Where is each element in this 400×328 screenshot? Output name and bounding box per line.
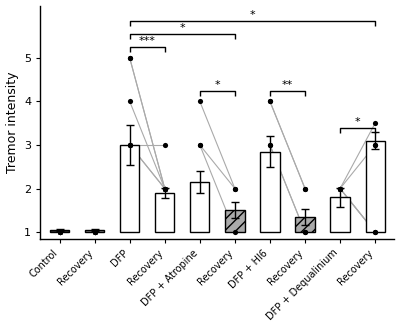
Point — [126, 55, 133, 60]
Point — [337, 186, 343, 191]
Bar — [330, 197, 350, 232]
Bar — [50, 230, 69, 232]
Bar — [85, 230, 104, 232]
Text: **: ** — [282, 80, 293, 90]
Point — [197, 142, 203, 148]
Point — [302, 186, 308, 191]
Point — [92, 230, 98, 235]
Point — [337, 186, 343, 191]
Point — [302, 186, 308, 191]
Point — [56, 230, 63, 235]
Bar — [190, 182, 210, 232]
Point — [232, 230, 238, 235]
Point — [267, 142, 273, 148]
Point — [126, 142, 133, 148]
Text: *: * — [214, 80, 220, 90]
Point — [126, 99, 133, 104]
Text: *: * — [180, 23, 185, 33]
Bar — [260, 152, 280, 232]
Point — [56, 230, 63, 235]
Text: *: * — [250, 10, 255, 20]
Point — [267, 99, 273, 104]
Point — [56, 230, 63, 235]
Point — [92, 230, 98, 235]
Point — [232, 186, 238, 191]
Point — [372, 230, 378, 235]
Point — [56, 230, 63, 235]
Point — [162, 142, 168, 148]
Point — [126, 142, 133, 148]
Point — [92, 230, 98, 235]
Point — [232, 186, 238, 191]
Point — [126, 142, 133, 148]
Point — [92, 230, 98, 235]
Point — [162, 186, 168, 191]
Point — [162, 186, 168, 191]
Point — [302, 230, 308, 235]
Bar — [295, 217, 315, 232]
Point — [92, 230, 98, 235]
Point — [372, 142, 378, 148]
Point — [126, 55, 133, 60]
Point — [197, 142, 203, 148]
Point — [56, 230, 63, 235]
Bar — [120, 145, 139, 232]
Point — [267, 142, 273, 148]
Point — [162, 186, 168, 191]
Y-axis label: Tremor intensity: Tremor intensity — [6, 72, 18, 173]
Point — [372, 230, 378, 235]
Bar — [225, 210, 244, 232]
Bar — [366, 141, 385, 232]
Point — [267, 99, 273, 104]
Point — [372, 142, 378, 148]
Point — [302, 230, 308, 235]
Bar — [155, 193, 174, 232]
Point — [162, 186, 168, 191]
Point — [162, 186, 168, 191]
Point — [337, 186, 343, 191]
Text: *: * — [355, 117, 360, 127]
Point — [337, 186, 343, 191]
Text: ***: *** — [139, 36, 156, 46]
Point — [197, 99, 203, 104]
Point — [337, 186, 343, 191]
Point — [372, 121, 378, 126]
